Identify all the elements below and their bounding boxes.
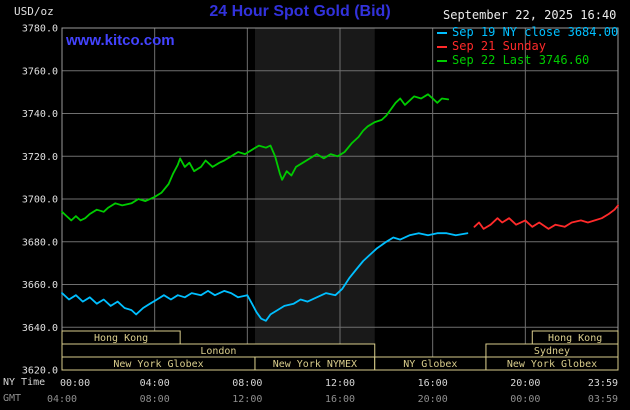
y-axis-unit-label: USD/oz	[14, 5, 54, 18]
legend-item-label: Sep 19 NY close 3684.00	[452, 25, 619, 39]
svg-text:New York NYMEX: New York NYMEX	[273, 359, 357, 370]
svg-text:20:00: 20:00	[418, 394, 448, 405]
svg-text:04:00: 04:00	[47, 394, 77, 405]
svg-text:NY Globex: NY Globex	[403, 359, 457, 370]
legend-item-label: Sep 21 Sunday	[452, 39, 546, 53]
kitco-watermark-link[interactable]: www.kitco.com	[66, 32, 175, 49]
page-title: 24 Hour Spot Gold (Bid)	[209, 3, 391, 20]
svg-text:20:00: 20:00	[510, 378, 540, 389]
svg-text:08:00: 08:00	[140, 394, 170, 405]
svg-text:Sydney: Sydney	[534, 346, 570, 357]
svg-text:3780.0: 3780.0	[22, 24, 58, 35]
svg-text:3680.0: 3680.0	[22, 237, 58, 248]
svg-text:3620.0: 3620.0	[22, 366, 58, 377]
series-dash-icon	[437, 31, 447, 34]
svg-text:New York Globex: New York Globex	[113, 359, 203, 370]
svg-text:16:00: 16:00	[325, 394, 355, 405]
ny-time-axis-label: NY Time	[3, 377, 46, 388]
legend: Sep 19 NY close 3684.00 Sep 21 Sunday Se…	[437, 25, 618, 67]
svg-text:3700.0: 3700.0	[22, 195, 58, 206]
svg-text:New York Globex: New York Globex	[507, 359, 597, 370]
svg-text:12:00: 12:00	[232, 394, 262, 405]
legend-item: Sep 22 Last 3746.60	[437, 53, 618, 67]
svg-text:00:00: 00:00	[510, 394, 540, 405]
legend-item: Sep 19 NY close 3684.00	[437, 25, 618, 39]
legend-item: Sep 21 Sunday	[437, 39, 618, 53]
series-dash-icon	[437, 59, 447, 62]
svg-text:16:00: 16:00	[418, 378, 448, 389]
chart-datetime: September 22, 2025 16:40	[443, 8, 617, 22]
legend-item-label: Sep 22 Last 3746.60	[452, 53, 590, 67]
svg-text:3640.0: 3640.0	[22, 323, 58, 334]
svg-text:04:00: 04:00	[140, 378, 170, 389]
svg-text:00:00: 00:00	[60, 378, 90, 389]
svg-text:3740.0: 3740.0	[22, 109, 58, 120]
svg-text:3660.0: 3660.0	[22, 280, 58, 291]
gmt-axis-label: GMT	[3, 393, 22, 404]
svg-text:London: London	[200, 346, 236, 357]
svg-text:23:59: 23:59	[588, 378, 618, 389]
series-dash-icon	[437, 45, 447, 48]
svg-text:Hong Kong: Hong Kong	[94, 333, 148, 344]
svg-text:3720.0: 3720.0	[22, 152, 58, 163]
svg-text:Hong Kong: Hong Kong	[548, 333, 602, 344]
svg-text:08:00: 08:00	[232, 378, 262, 389]
svg-text:3760.0: 3760.0	[22, 66, 58, 77]
svg-text:03:59: 03:59	[588, 394, 618, 405]
svg-text:12:00: 12:00	[325, 378, 355, 389]
